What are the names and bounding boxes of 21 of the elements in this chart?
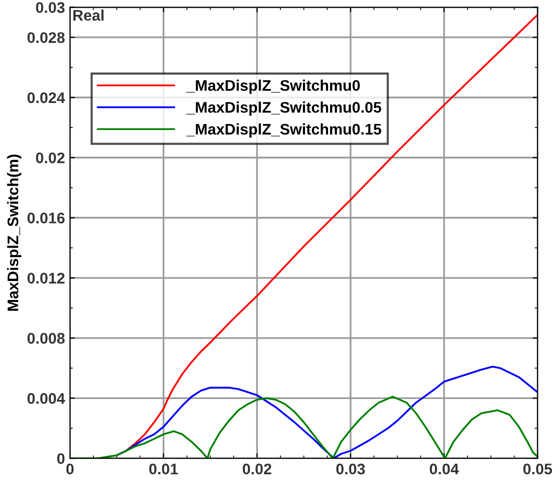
x-tick-label: 0.04 [430, 464, 459, 474]
y-axis-title: MaxDisplZ_Switch(m) [7, 154, 22, 311]
y-tick-label: 0 [57, 453, 65, 464]
x-tick-label: 0 [66, 464, 74, 474]
x-tick-label: 0.02 [242, 464, 272, 474]
legend-label: _MaxDisplZ_Switchmu0.05 [186, 102, 382, 116]
y-tick-label: 0.02 [36, 152, 65, 164]
x-tick-label: 0.03 [336, 464, 365, 474]
x-tick-label: 0.01 [149, 464, 178, 474]
y-tick-label: 0.012 [28, 272, 65, 284]
legend-label: _MaxDisplZ_Switchmu0 [186, 80, 360, 94]
annotation: Real [73, 10, 104, 21]
y-tick-label: 0.016 [28, 212, 65, 224]
y-tick-label: 0.028 [28, 32, 65, 44]
y-tick-label: 0.008 [28, 332, 65, 344]
y-tick-label: 0.03 [36, 2, 65, 13]
legend-label: _MaxDisplZ_Switchmu0.15 [186, 123, 382, 138]
y-tick-label: 0.024 [28, 92, 66, 104]
x-tick-label: 0.05 [523, 464, 552, 474]
line-series [116, 366, 538, 458]
y-tick-label: 0.004 [28, 393, 66, 404]
